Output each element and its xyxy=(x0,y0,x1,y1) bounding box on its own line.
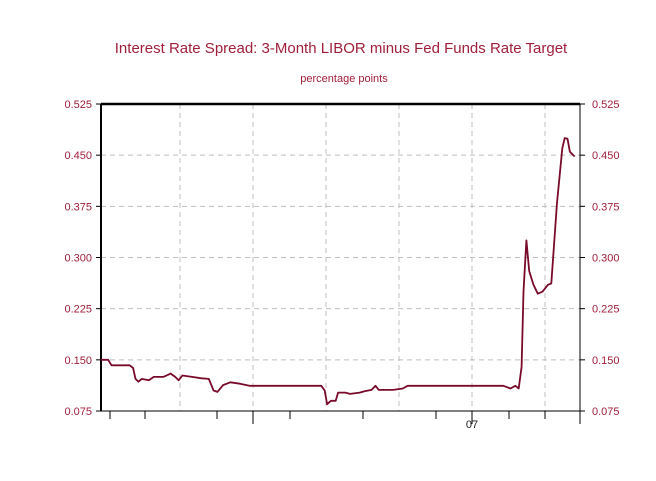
y-tick-label-left: 0.225 xyxy=(64,304,92,316)
y-tick-label-left: 0.150 xyxy=(64,355,92,367)
y-tick-label-right: 0.225 xyxy=(592,304,620,316)
ticks: 0.525 0.525 0.450 0.450 0.375 0.375 0.300 0.300… xyxy=(64,99,619,431)
chart-subtitle: percentage points xyxy=(300,73,388,85)
x-tick-label: 07 xyxy=(466,419,478,431)
y-tick-label-left: 0.525 xyxy=(64,99,92,111)
chart-title: Interest Rate Spread: 3-Month LIBOR minu… xyxy=(115,40,568,57)
series-layer xyxy=(101,137,576,406)
y-tick-label-right: 0.450 xyxy=(592,150,620,162)
y-tick-label-right: 0.525 xyxy=(592,99,620,111)
y-tick-label-left: 0.450 xyxy=(64,150,92,162)
y-tick-label-right: 0.300 xyxy=(592,253,620,265)
y-tick-label-right: 0.150 xyxy=(592,355,620,367)
y-tick-label-right: 0.075 xyxy=(592,406,620,418)
y-tick-label-left: 0.075 xyxy=(64,406,92,418)
grid xyxy=(101,104,580,411)
series-line-0 xyxy=(101,137,576,406)
y-tick-label-left: 0.300 xyxy=(64,253,92,265)
y-tick-label-right: 0.375 xyxy=(592,201,620,213)
y-tick-label-left: 0.375 xyxy=(64,201,92,213)
